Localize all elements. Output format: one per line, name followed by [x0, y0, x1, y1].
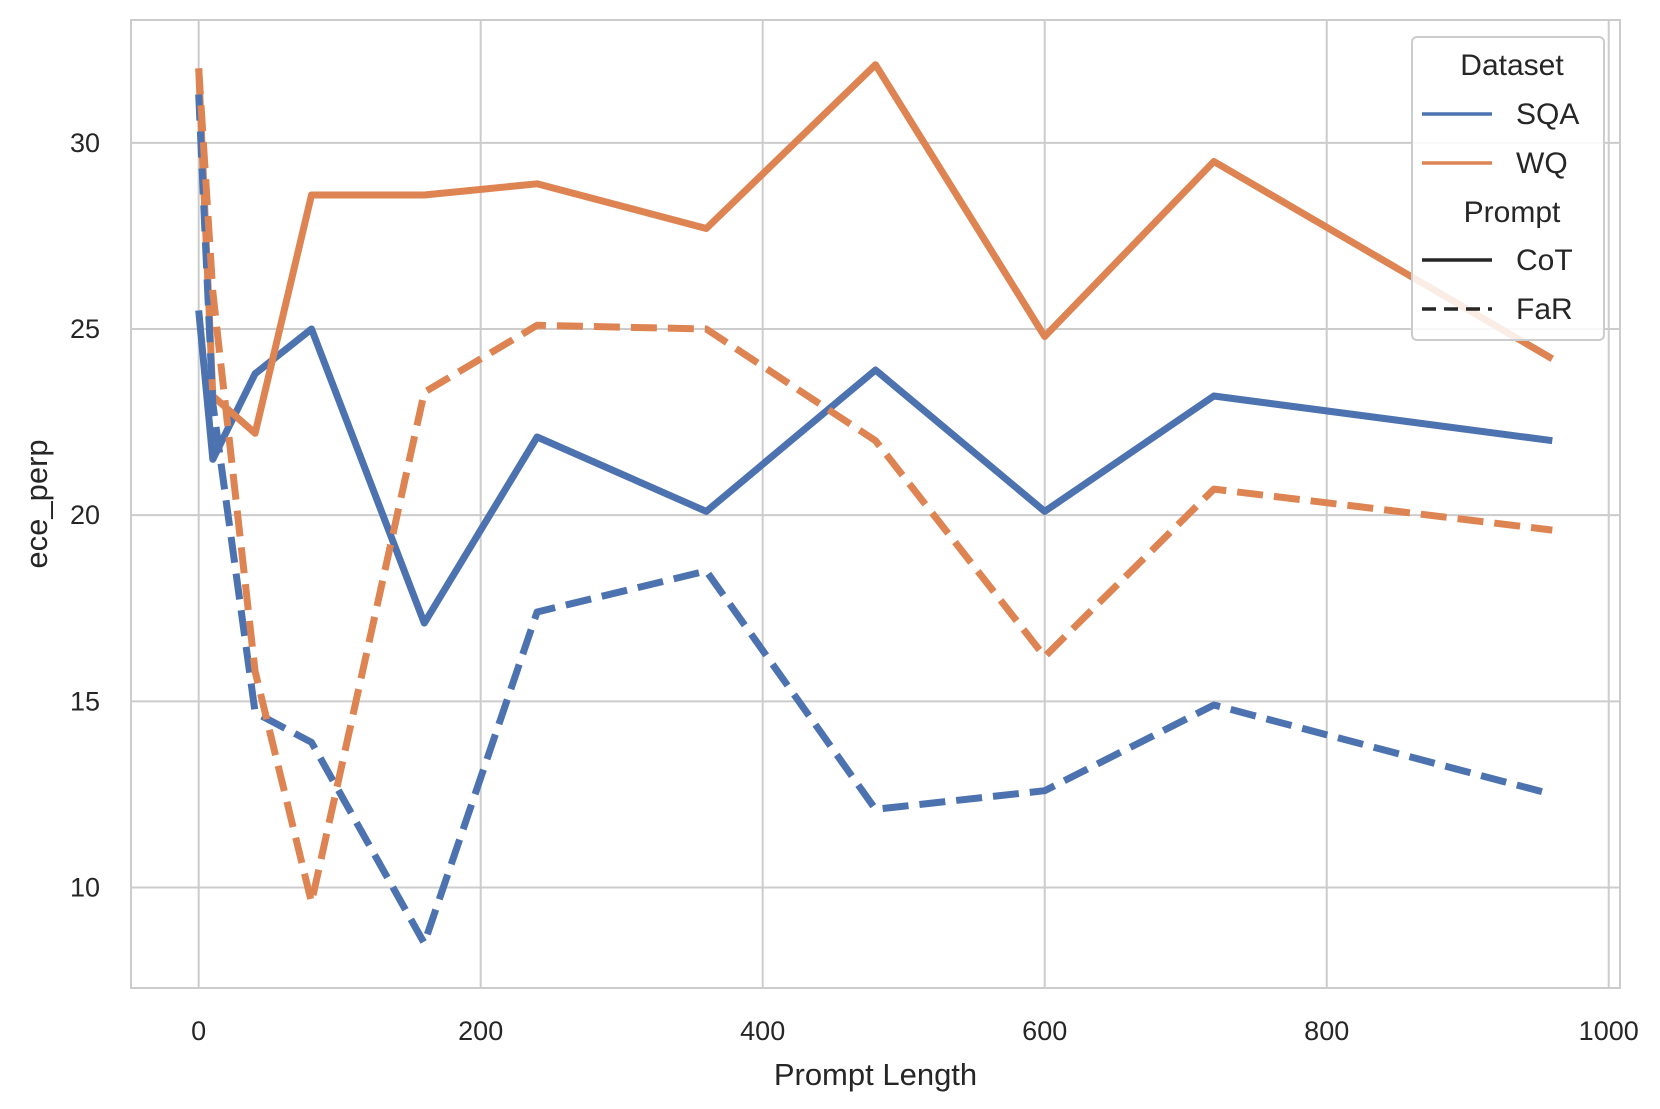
- y-tick-label: 30: [70, 128, 100, 158]
- series-line-sqa-far: [195, 94, 1554, 947]
- series-line-wq-far: [195, 68, 1553, 906]
- legend-title-dataset: Dataset: [1460, 49, 1564, 82]
- x-tick-label: 200: [458, 1016, 503, 1046]
- legend-box: [1411, 36, 1605, 341]
- x-tick-label: 1000: [1579, 1016, 1639, 1046]
- y-tick-label: 10: [70, 872, 100, 902]
- y-gridlines: [131, 141, 1620, 889]
- x-tick-label: 600: [1022, 1016, 1067, 1046]
- y-tick-label: 25: [70, 314, 100, 344]
- x-tick-label: 400: [740, 1016, 785, 1046]
- legend-label-cot: CoT: [1516, 244, 1573, 277]
- series-line-wq-cot: [195, 61, 1555, 437]
- legend-label-sqa: SQA: [1516, 98, 1579, 131]
- y-tick-label: 15: [70, 686, 100, 716]
- y-tick-label: 20: [70, 500, 100, 530]
- legend: Dataset SQA WQ Prompt CoT FaR: [1411, 36, 1605, 341]
- x-tick-label: 800: [1304, 1016, 1349, 1046]
- y-tick-labels: 10 15 20 25 30: [70, 128, 100, 903]
- legend-label-far: FaR: [1516, 293, 1573, 326]
- series-lines: [195, 61, 1555, 947]
- plot-area: [130, 19, 1621, 989]
- series-line-sqa-cot: [195, 310, 1553, 627]
- y-axis-title: ece_perp: [19, 439, 54, 568]
- legend-label-wq: WQ: [1516, 147, 1568, 180]
- x-axis-title: Prompt Length: [774, 1057, 977, 1092]
- x-tick-labels: 0 200 400 600 800 1000: [191, 1016, 1639, 1046]
- x-tick-label: 0: [191, 1016, 206, 1046]
- legend-title-prompt: Prompt: [1464, 196, 1561, 229]
